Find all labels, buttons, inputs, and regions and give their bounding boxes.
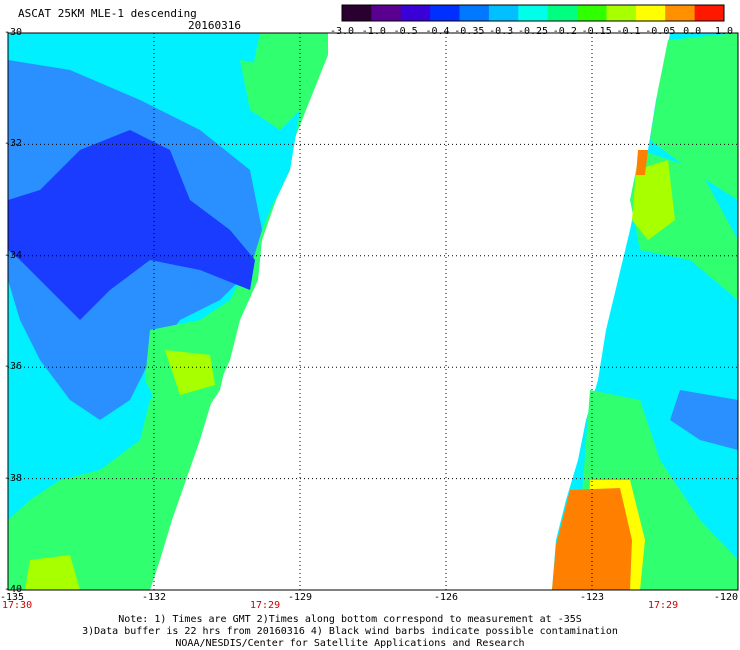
note-line-3: NOAA/NESDIS/Center for Satellite Applica… bbox=[175, 638, 525, 649]
latitude-label: -34 bbox=[4, 249, 23, 261]
latitude-label: -32 bbox=[4, 138, 23, 150]
map-date: 20160316 bbox=[188, 19, 241, 32]
colorbar-tick-label: -0.15 bbox=[581, 26, 612, 37]
note-line-2: 3)Data buffer is 22 hrs from 20160316 4)… bbox=[82, 626, 618, 637]
east-light-blue-region bbox=[670, 390, 738, 450]
time-label: 17:29 bbox=[250, 600, 281, 611]
colorbar-swatch bbox=[400, 5, 431, 21]
colorbar-swatch bbox=[635, 5, 666, 21]
colorbar-swatch bbox=[459, 5, 490, 21]
longitude-label: -135 bbox=[0, 592, 25, 603]
colorbar bbox=[341, 4, 725, 22]
colorbar-tick-label: -3.0 bbox=[329, 26, 355, 37]
colorbar-swatch bbox=[606, 5, 637, 21]
colorbar-swatch bbox=[430, 5, 461, 21]
latitude-label: -36 bbox=[4, 361, 23, 373]
longitude-label: -120 bbox=[713, 592, 738, 603]
map-frame bbox=[7, 32, 739, 591]
colorbar-tick-label: -0.3 bbox=[489, 26, 514, 37]
longitude-label: -123 bbox=[579, 592, 605, 603]
longitude-label: -126 bbox=[433, 592, 459, 603]
colorbar-tick-label: -0.25 bbox=[517, 26, 549, 37]
colorbar-tick-label: -0.5 bbox=[393, 26, 418, 37]
west-yellow-green-patch-2 bbox=[25, 555, 80, 590]
note-line-1: Note: 1) Times are GMT 2)Times along bot… bbox=[118, 614, 582, 625]
swath-fields bbox=[8, 33, 738, 590]
east-green-region bbox=[650, 33, 738, 200]
colorbar-swatch bbox=[342, 5, 372, 21]
colorbar-tick-label: 1.0 bbox=[714, 26, 734, 37]
latitude-label: -38 bbox=[4, 472, 23, 484]
time-label: 17:30 bbox=[2, 600, 33, 611]
west-yellow-green-patch bbox=[165, 350, 215, 395]
colorbar-tick-label: -0.4 bbox=[425, 26, 450, 37]
east-orange-notch bbox=[636, 150, 648, 175]
colorbar-tick-label: -1.0 bbox=[361, 26, 386, 37]
colorbar-swatch bbox=[547, 5, 578, 21]
east-yellow-green-patch bbox=[632, 160, 675, 240]
longitude-label: -129 bbox=[287, 592, 313, 603]
latitude-label: -30 bbox=[4, 27, 23, 38]
longitude-label: -132 bbox=[141, 592, 167, 603]
colorbar-swatch bbox=[577, 5, 607, 21]
colorbar-tick-label: -0.05 bbox=[645, 26, 676, 37]
west-green-patch-2 bbox=[240, 60, 300, 130]
colorbar-swatch bbox=[665, 5, 696, 21]
colorbar-border bbox=[341, 4, 725, 22]
colorbar-swatch bbox=[488, 5, 519, 21]
colorbar-tick-label: -0.2 bbox=[552, 26, 577, 37]
gridlines bbox=[8, 33, 738, 590]
latitude-label: -40 bbox=[4, 584, 23, 595]
map-title: ASCAT 25KM MLE-1 descending bbox=[18, 7, 197, 20]
colorbar-swatch bbox=[518, 5, 549, 21]
colorbar-tick-label: 0.0 bbox=[683, 26, 702, 37]
colorbar-tick-label: -0.35 bbox=[454, 26, 485, 37]
west-blue-region bbox=[8, 130, 255, 320]
colorbar-swatch bbox=[694, 5, 725, 21]
east-orange-region bbox=[552, 488, 632, 590]
colorbar-swatch bbox=[371, 5, 402, 21]
colorbar-tick-label: -0.1 bbox=[616, 26, 641, 37]
time-label: 17:29 bbox=[648, 600, 679, 611]
